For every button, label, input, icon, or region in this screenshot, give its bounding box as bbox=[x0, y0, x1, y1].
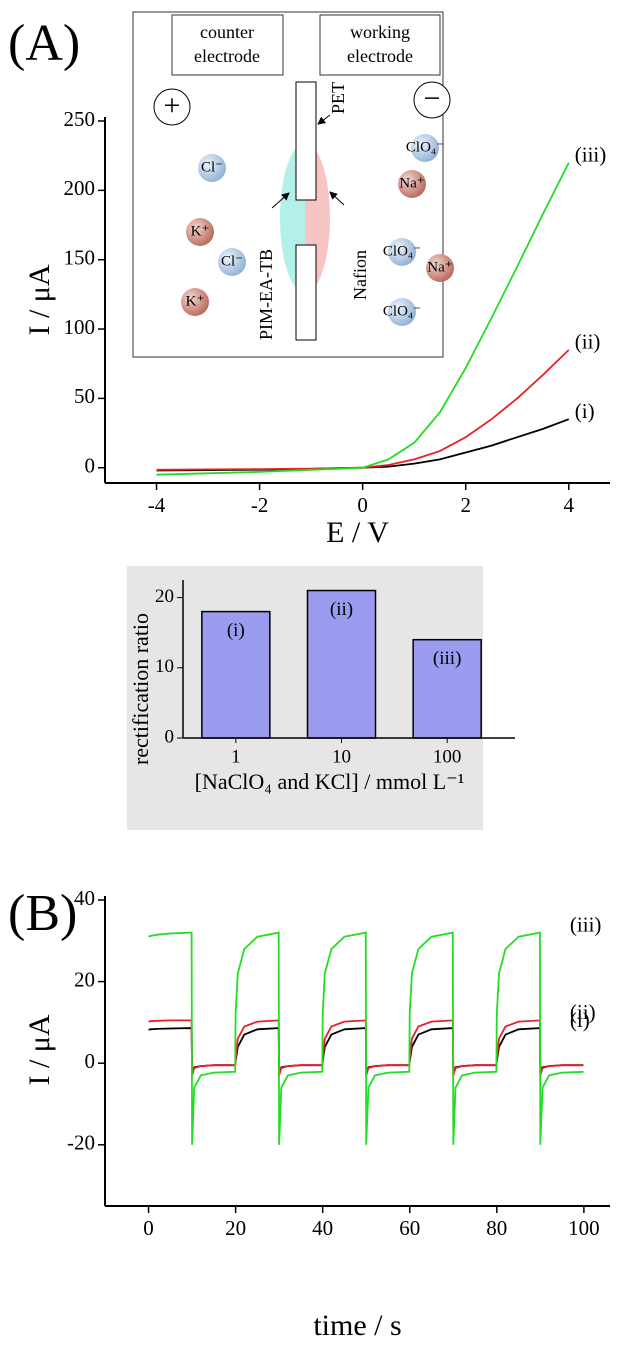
arrow bbox=[271, 192, 290, 209]
panel-b: -20 0 20 40 0 20 40 60 80 100 time / s I / μA (B) (i)… bbox=[8, 885, 610, 1342]
series-line bbox=[156, 418, 570, 472]
panel-label: (A) bbox=[8, 15, 80, 72]
x-axis-title: E / V bbox=[326, 516, 389, 549]
bar-inset: 0 10 20 (i) 1 (ii) 10 (iii) 100[NaClO₄ and KCl] … bbox=[127, 566, 515, 830]
y-axis-title: I / μA bbox=[23, 264, 56, 335]
x-tick-label: 0 bbox=[143, 1216, 154, 1240]
y-tick-label: 0 bbox=[85, 454, 96, 478]
membrane-label: Nafion bbox=[350, 250, 370, 300]
x-tick-label: 0 bbox=[357, 493, 368, 517]
x-tick-label: 2 bbox=[460, 493, 471, 517]
y-axis-title: rectification ratio bbox=[128, 613, 153, 765]
bar-annotation: (ii) bbox=[330, 599, 353, 620]
x-tick-label: 60 bbox=[399, 1216, 420, 1240]
ion-label: Cl⁻ bbox=[201, 159, 223, 175]
series-label: (ii) bbox=[575, 330, 601, 354]
ion bbox=[388, 238, 416, 266]
electrode-label: electrode bbox=[194, 46, 260, 66]
y-tick-label: 250 bbox=[64, 107, 96, 131]
electrode-label: counter bbox=[200, 22, 254, 42]
y-tick-label: 0 bbox=[165, 726, 175, 747]
electrode-box bbox=[319, 14, 441, 76]
bar bbox=[306, 589, 377, 739]
x-tick-label: 100 bbox=[568, 1216, 600, 1240]
sign: + bbox=[164, 89, 181, 122]
y-tick-label: 10 bbox=[155, 656, 174, 677]
x-tick-label: -2 bbox=[251, 493, 269, 517]
electrode-label: electrode bbox=[347, 46, 413, 66]
bar bbox=[201, 610, 271, 739]
ion-label: K⁺ bbox=[186, 293, 205, 309]
ion bbox=[186, 218, 214, 246]
bar bbox=[412, 638, 482, 739]
y-tick-label: 100 bbox=[64, 315, 96, 339]
ion-label: Na⁺ bbox=[427, 259, 452, 275]
ion bbox=[181, 288, 209, 316]
membrane-label: PET bbox=[328, 82, 348, 114]
ion bbox=[388, 298, 416, 326]
ion-label: ClO₄⁻ bbox=[383, 243, 421, 259]
series-line bbox=[148, 931, 584, 1145]
series-label: (i) bbox=[575, 399, 595, 423]
ion bbox=[411, 134, 439, 162]
y-tick-label: 0 bbox=[85, 1049, 96, 1073]
panel-label: (B) bbox=[8, 885, 77, 942]
series-line bbox=[156, 349, 570, 471]
series-label: (iii) bbox=[570, 912, 602, 936]
y-tick-label: 50 bbox=[74, 384, 95, 408]
panel-a: 0 50 100 150 200 250 -4 -2 0 2 4 E / V I / μA (A) (i) (… bbox=[8, 15, 610, 549]
ion-label: Cl⁻ bbox=[221, 253, 243, 269]
membrane-label: PIM-EA-TB bbox=[256, 249, 276, 340]
pet-film bbox=[295, 81, 317, 201]
x-tick-label: -4 bbox=[148, 493, 166, 517]
electrode-label: working bbox=[350, 22, 410, 42]
sign: − bbox=[424, 82, 441, 115]
y-axis-title: I / μA bbox=[23, 1014, 56, 1085]
ion bbox=[218, 248, 246, 276]
y-tick-label: 200 bbox=[64, 176, 96, 200]
x-tick-label: 80 bbox=[486, 1216, 507, 1240]
x-tick-label: 1 bbox=[231, 746, 241, 767]
x-tick-label: 4 bbox=[564, 493, 575, 517]
x-axis-title: [NaClO₄ and KCl] / mmol L⁻¹ bbox=[195, 769, 465, 794]
series-label: (i) bbox=[570, 1008, 590, 1032]
pet-film bbox=[295, 244, 317, 341]
y-tick-label: 20 bbox=[74, 967, 95, 991]
sign-circle bbox=[153, 88, 191, 126]
ion-label: Na⁺ bbox=[399, 175, 424, 191]
y-tick-label: 150 bbox=[64, 246, 96, 270]
ion-label: K⁺ bbox=[191, 223, 210, 239]
sign-circle bbox=[413, 81, 451, 119]
ion bbox=[398, 170, 426, 198]
x-tick-label: 40 bbox=[312, 1216, 333, 1240]
x-tick-label: 10 bbox=[332, 746, 351, 767]
series-label: (ii) bbox=[570, 1000, 596, 1024]
y-tick-label: 40 bbox=[74, 886, 95, 910]
ion-label: ClO₄⁻ bbox=[383, 303, 421, 319]
arrow bbox=[329, 191, 345, 206]
schematic: counter electrode working electrode + − … bbox=[132, 11, 454, 358]
bar-annotation: (i) bbox=[227, 620, 245, 641]
ion bbox=[198, 154, 226, 182]
x-axis-title: time / s bbox=[313, 1309, 401, 1342]
ion bbox=[426, 254, 454, 282]
bar-annotation: (iii) bbox=[433, 648, 462, 669]
x-tick-label: 20 bbox=[225, 1216, 246, 1240]
electrode-box bbox=[171, 14, 284, 76]
arrow bbox=[317, 114, 331, 125]
y-tick-label: -20 bbox=[67, 1131, 95, 1155]
y-tick-label: 20 bbox=[155, 586, 174, 607]
ion-label: ClO₄⁻ bbox=[406, 139, 444, 155]
series-label: (iii) bbox=[575, 142, 607, 166]
series-line bbox=[156, 162, 570, 476]
x-tick-label: 100 bbox=[433, 746, 462, 767]
